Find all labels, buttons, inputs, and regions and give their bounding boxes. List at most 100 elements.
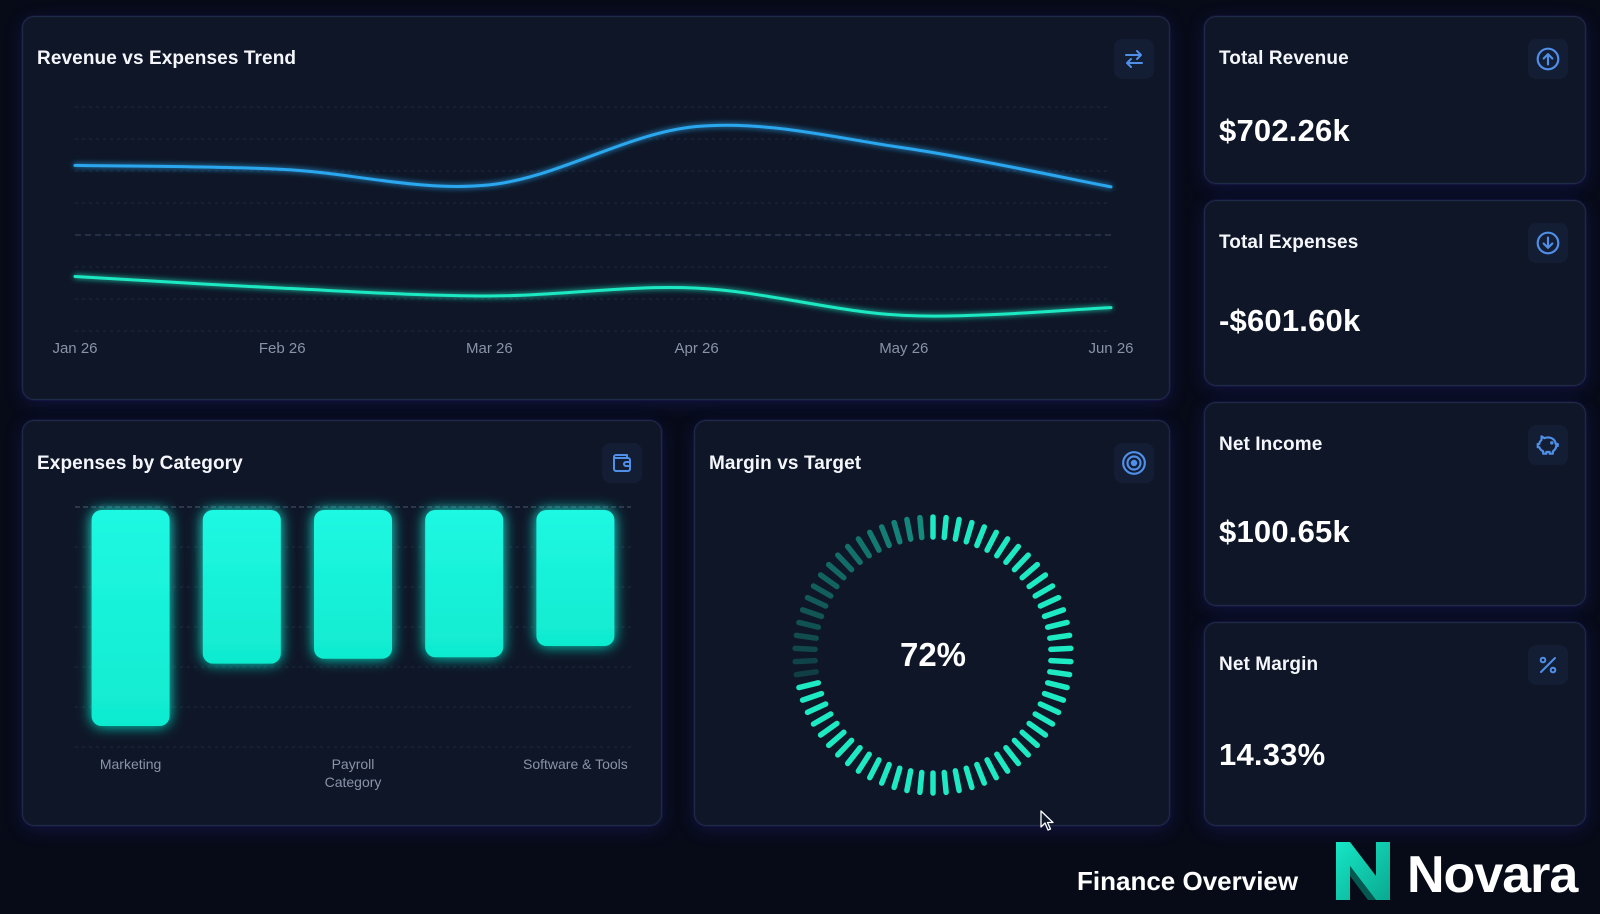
gauge-tick xyxy=(891,765,903,791)
kpi-card-total-revenue: Total Revenue $702.26k xyxy=(1204,16,1586,184)
bar[interactable] xyxy=(202,510,281,664)
gauge-tick xyxy=(904,768,914,794)
margin-gauge xyxy=(792,514,1074,796)
gauge-tick xyxy=(817,572,840,590)
kpi-title: Net Margin xyxy=(1219,654,1319,675)
footer-title: Finance Overview xyxy=(1077,866,1299,896)
kpi-title: Total Expenses xyxy=(1219,232,1359,253)
gauge-tick xyxy=(799,690,825,703)
gauge-tick xyxy=(1037,594,1062,609)
margin-gauge-value: 72% xyxy=(899,636,967,673)
gauge-tick xyxy=(1032,711,1056,727)
gauge-tick xyxy=(963,519,975,545)
percent-icon xyxy=(1539,656,1557,674)
gauge-tick xyxy=(1047,632,1073,641)
gauge-tick xyxy=(904,516,914,542)
wallet-icon xyxy=(613,454,631,472)
gauge-tick xyxy=(891,519,903,545)
gauge-tick xyxy=(792,645,818,653)
gauge-tick xyxy=(941,514,949,541)
gauge-tick xyxy=(792,657,818,665)
gauge-tick xyxy=(1019,561,1041,581)
swap-arrows-icon xyxy=(1125,50,1143,68)
kpi-margin-icon-button[interactable] xyxy=(1528,645,1568,685)
x-tick-label: Jan 26 xyxy=(52,340,97,357)
gauge-tick xyxy=(1037,701,1062,716)
gauge-tick xyxy=(796,619,822,630)
kpi-expenses-icon-button[interactable] xyxy=(1528,223,1568,263)
x-tick-label: Apr 26 xyxy=(674,340,718,357)
gauge-tick xyxy=(1041,607,1067,620)
gauge-tick xyxy=(1044,619,1070,630)
gauge-tick xyxy=(799,607,825,620)
gauge-tick xyxy=(974,761,988,786)
gauge-tick xyxy=(878,524,892,549)
kpi-card-total-expenses: Total Expenses -$601.60k xyxy=(1204,200,1586,386)
series-line-0 xyxy=(73,123,1113,189)
gauge-tick xyxy=(984,529,999,553)
gauge-tick xyxy=(994,751,1011,774)
trend-card: Revenue vs Expenses Trend Jan 26 Feb 26 Ma… xyxy=(22,16,1170,400)
kpi-title: Net Income xyxy=(1219,434,1323,455)
bar[interactable] xyxy=(314,510,392,659)
gauge-tick xyxy=(796,680,822,691)
bar[interactable] xyxy=(91,510,170,726)
gauge-tick xyxy=(878,761,892,786)
kpi-value: $100.65k xyxy=(1219,514,1350,549)
gauge-tick xyxy=(1048,645,1074,653)
piggy-bank-icon xyxy=(1536,435,1559,455)
kpi-income-icon-button[interactable] xyxy=(1528,425,1568,465)
bar[interactable] xyxy=(536,510,615,646)
kpi-revenue-icon-button[interactable] xyxy=(1528,39,1568,79)
kpi-title: Total Revenue xyxy=(1219,48,1349,69)
gauge-tick xyxy=(817,720,840,738)
gauge-tick xyxy=(1048,657,1074,665)
x-tick-label: Marketing xyxy=(100,756,161,772)
gauge-tick xyxy=(994,536,1011,559)
gauge-tick xyxy=(867,757,882,781)
x-tick-label: Jun 26 xyxy=(1088,340,1133,357)
gauge-tick xyxy=(1011,737,1031,758)
expenses-chart: Marketing Payroll Software & Tools Category xyxy=(75,506,631,790)
x-tick-label: May 26 xyxy=(879,340,928,357)
expenses-card: Expenses by Category Marketing Payroll Sof… xyxy=(22,420,662,826)
target-icon xyxy=(1122,451,1146,475)
arrow-up-circle-icon xyxy=(1536,47,1560,71)
expenses-title: Expenses by Category xyxy=(37,453,243,474)
trend-swap-button[interactable] xyxy=(1114,39,1154,79)
gauge-tick xyxy=(810,583,834,599)
gauge-tick xyxy=(974,524,988,549)
x-tick-label: Software & Tools xyxy=(523,756,628,772)
margin-target-button[interactable] xyxy=(1114,443,1154,483)
gauge-tick xyxy=(1003,543,1022,565)
kpi-card-net-margin: Net Margin 14.33% xyxy=(1204,622,1586,826)
margin-card: Margin vs Target 72% xyxy=(694,420,1170,826)
gauge-tick xyxy=(941,769,949,796)
x-tick-label: Mar 26 xyxy=(466,340,513,357)
gauge-tick xyxy=(917,514,925,541)
gauge-tick xyxy=(952,516,962,542)
gauge-tick xyxy=(1047,669,1073,678)
expenses-wallet-button[interactable] xyxy=(602,443,642,483)
mouse-cursor-icon xyxy=(1040,810,1054,831)
margin-title: Margin vs Target xyxy=(709,453,862,474)
gauge-tick xyxy=(1044,680,1070,691)
trend-title: Revenue vs Expenses Trend xyxy=(37,48,297,69)
kpi-value: $702.26k xyxy=(1219,113,1350,148)
gauge-tick xyxy=(793,669,819,678)
gauge-tick xyxy=(984,757,999,781)
gauge-tick xyxy=(1041,690,1067,703)
gauge-tick xyxy=(963,765,975,791)
kpi-value: 14.33% xyxy=(1219,737,1326,772)
kpi-value: -$601.60k xyxy=(1219,303,1361,338)
gauge-tick xyxy=(810,711,834,727)
gauge-tick xyxy=(844,543,863,565)
arrow-down-circle-icon xyxy=(1536,231,1560,255)
x-tick-label: Payroll xyxy=(332,756,375,772)
gauge-tick xyxy=(1019,729,1041,749)
gauge-tick xyxy=(855,751,872,774)
bar[interactable] xyxy=(425,510,504,658)
gauge-tick xyxy=(1003,745,1022,767)
gauge-tick xyxy=(855,536,872,559)
gauge-tick xyxy=(804,594,829,609)
